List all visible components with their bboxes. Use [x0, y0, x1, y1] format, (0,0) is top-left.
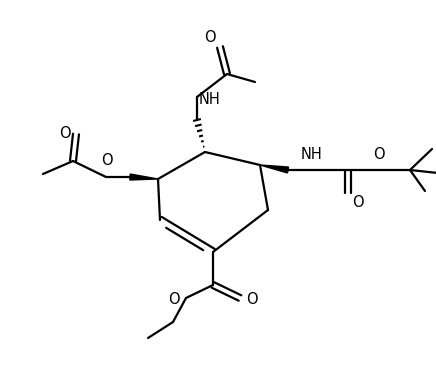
Text: O: O [59, 125, 71, 141]
Text: O: O [246, 291, 258, 307]
Text: O: O [168, 291, 180, 307]
Text: NH: NH [199, 91, 221, 106]
Text: O: O [204, 30, 216, 45]
Text: O: O [101, 153, 113, 168]
Polygon shape [130, 174, 158, 180]
Text: O: O [352, 195, 364, 210]
Polygon shape [260, 165, 289, 173]
Text: NH: NH [300, 147, 322, 162]
Text: O: O [373, 147, 385, 162]
